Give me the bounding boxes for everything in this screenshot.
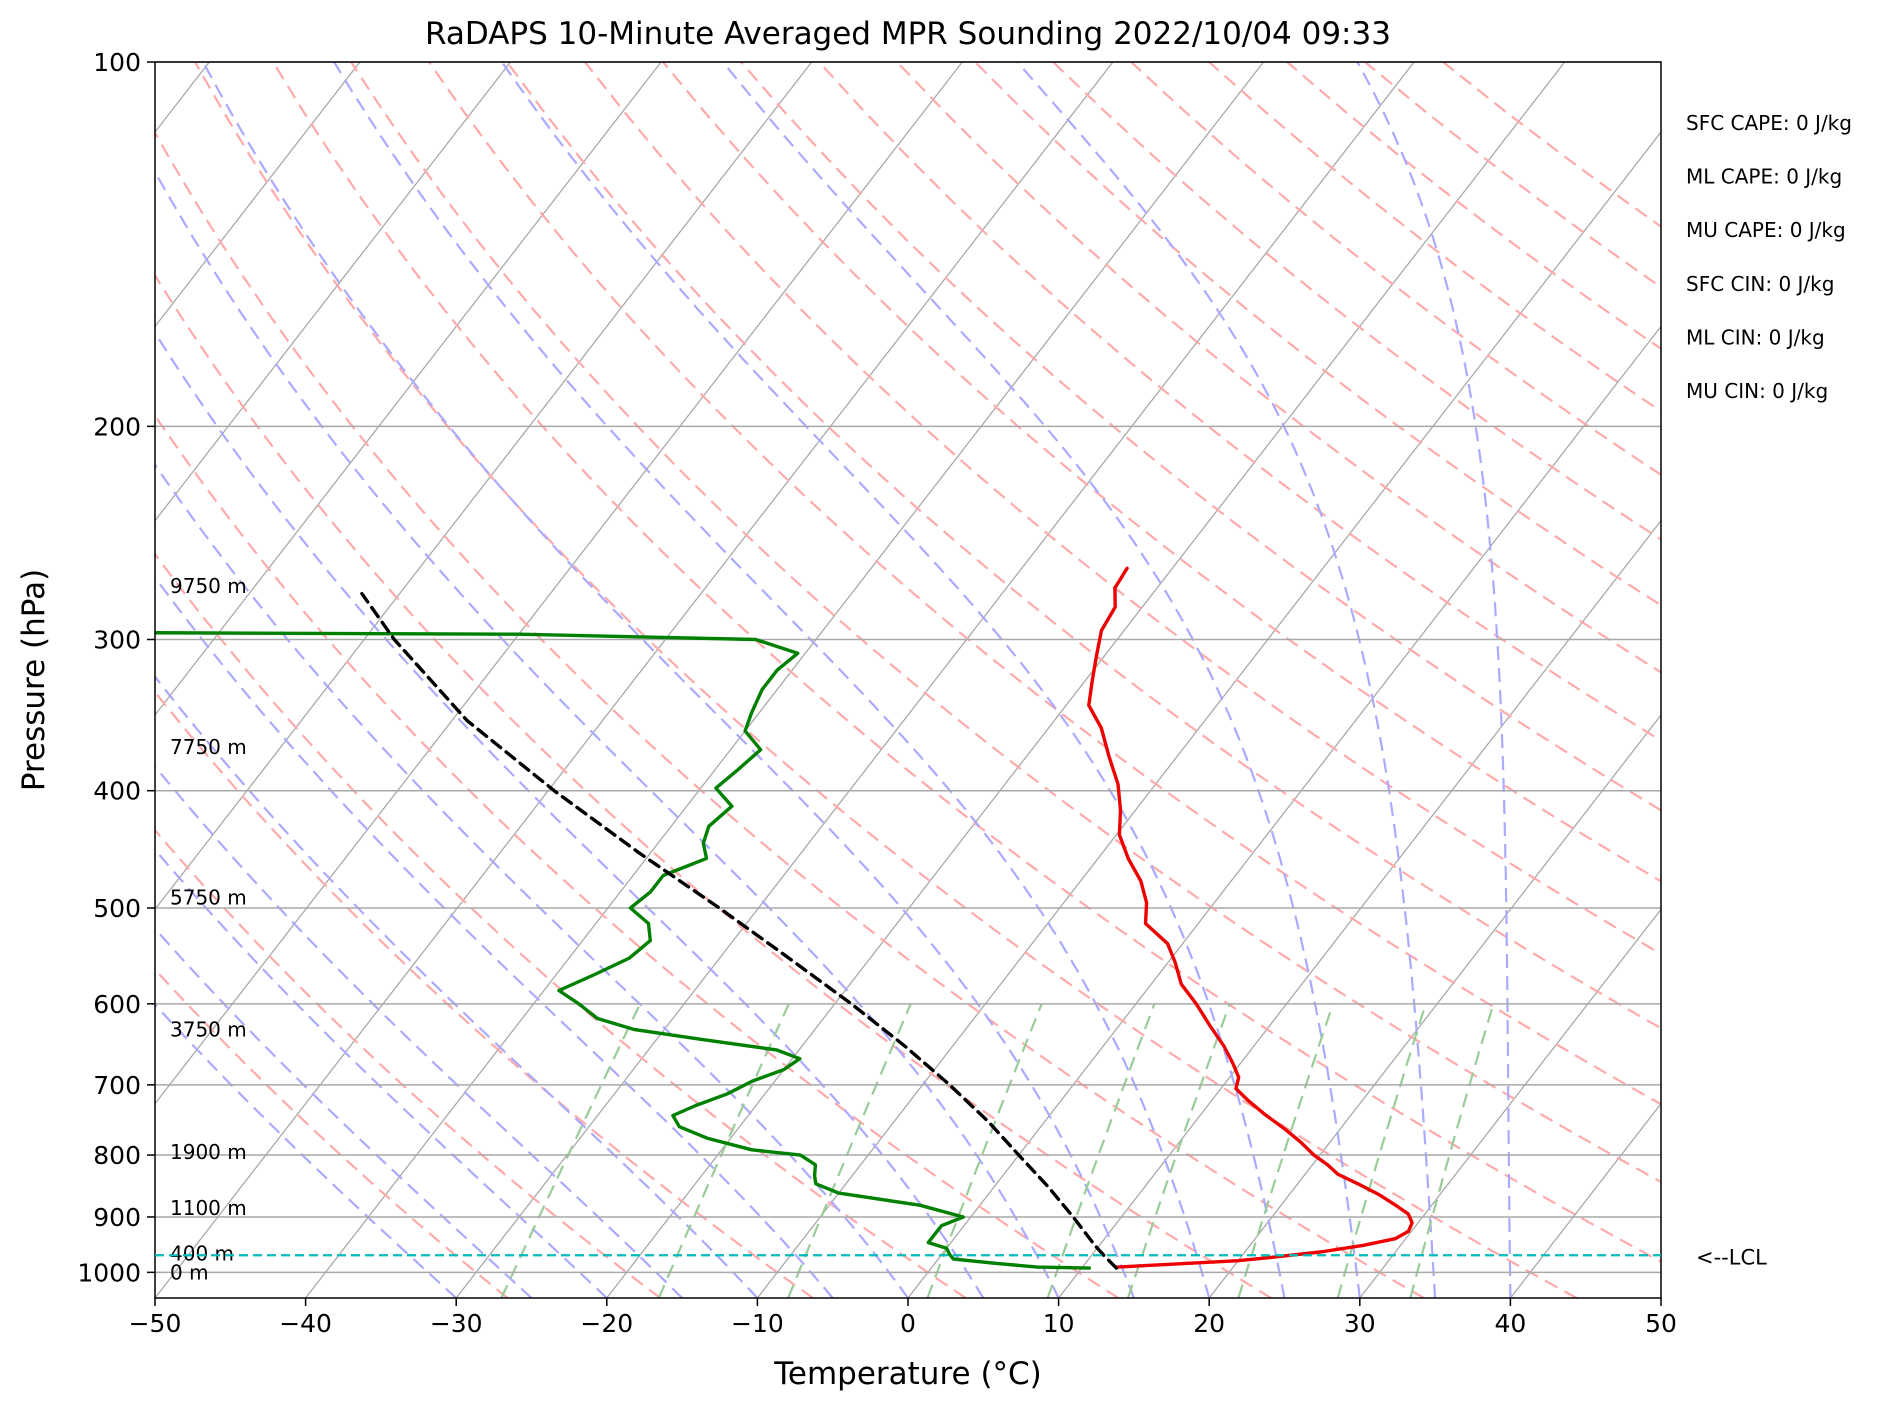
isotherm <box>1359 908 1661 1298</box>
y-tick-label: 400 <box>93 777 141 806</box>
mixing-ratio-line <box>1046 1003 1156 1298</box>
index-label: ML CAPE: 0 J/kg <box>1686 165 1842 189</box>
mixing-ratio-line <box>1237 1003 1335 1298</box>
mixing-ratio-line <box>500 1003 642 1298</box>
mixing-ratio-line <box>787 1003 912 1298</box>
x-tick-label: −50 <box>129 1309 182 1338</box>
x-tick-label: 20 <box>1193 1309 1225 1338</box>
y-tick-label: 600 <box>93 990 141 1019</box>
dry-adiabat <box>740 62 1661 812</box>
y-tick-label: 200 <box>93 412 141 441</box>
dry-adiabat <box>350 62 1661 1184</box>
y-axis: 100 200 300 400 500 600 700 800 900 1000 <box>77 48 155 1287</box>
isotherm <box>907 325 1661 1298</box>
isotherm <box>455 62 1415 1298</box>
dry-adiabat <box>155 130 1425 1298</box>
index-label: MU CAPE: 0 J/kg <box>1686 218 1846 242</box>
isotherm <box>606 62 1566 1298</box>
moist-adiabat <box>155 575 834 1298</box>
dry-adiabat <box>155 967 509 1298</box>
x-tick-label: −30 <box>430 1309 483 1338</box>
moist-adiabat <box>722 62 1361 1298</box>
dry-adiabat <box>428 62 1661 1106</box>
isotherm <box>1058 519 1661 1298</box>
dry-adiabat <box>506 62 1661 1030</box>
dry-adiabat <box>272 62 1661 1263</box>
x-tick-label: 50 <box>1645 1309 1677 1338</box>
y-tick-label: 800 <box>93 1141 141 1170</box>
series-temperature-line <box>1087 566 1414 1269</box>
height-label: 1900 m <box>170 1140 247 1164</box>
dry-adiabat <box>155 828 661 1298</box>
dry-adiabat <box>194 62 1578 1298</box>
isotherm <box>155 62 963 1105</box>
isotherm <box>155 62 813 911</box>
moist-adiabat <box>1356 62 1512 1298</box>
x-axis: −50 −40 −30 −20 −10 0 10 20 30 40 50 <box>129 1298 1677 1338</box>
mixing-ratio-line <box>1126 1003 1231 1298</box>
lcl-label: <--LCL <box>1696 1245 1767 1269</box>
index-label: SFC CIN: 0 J/kg <box>1686 272 1834 296</box>
y-axis-label: Pressure (hPa) <box>16 569 52 791</box>
moist-adiabat <box>202 62 1135 1298</box>
x-tick-label: 30 <box>1344 1309 1376 1338</box>
x-tick-label: −20 <box>580 1309 633 1338</box>
moist-adiabat <box>155 674 759 1298</box>
sounding-profiles <box>155 566 1414 1270</box>
dry-adiabat <box>818 62 1661 742</box>
y-tick-label: 1000 <box>77 1258 141 1287</box>
index-label: MU CIN: 0 J/kg <box>1686 379 1828 403</box>
height-label: 9750 m <box>170 574 247 598</box>
height-label: 5750 m <box>170 885 247 909</box>
index-label: SFC CAPE: 0 J/kg <box>1686 111 1852 135</box>
y-tick-label: 500 <box>93 894 141 923</box>
height-label: 0 m <box>170 1260 209 1284</box>
isotherm <box>155 62 512 522</box>
x-tick-label: −40 <box>279 1309 332 1338</box>
isotherm <box>155 62 662 717</box>
moist-adiabat <box>1016 62 1437 1298</box>
y-tick-label: 900 <box>93 1203 141 1232</box>
index-label: ML CIN: 0 J/kg <box>1686 325 1825 349</box>
moist-adiabat <box>333 62 1211 1298</box>
dry-adiabat <box>662 62 1661 883</box>
stability-indices: SFC CAPE: 0 J/kg ML CAPE: 0 J/kg MU CAPE: … <box>1686 111 1852 403</box>
moist-adiabat <box>155 462 909 1298</box>
dry-adiabat <box>155 273 1272 1298</box>
dry-adiabat <box>896 62 1661 674</box>
chart-title: RaDAPS 10-Minute Averaged MPR Sounding 2… <box>425 16 1391 52</box>
moist-adiabat <box>155 764 683 1298</box>
moist-adiabat <box>155 330 985 1298</box>
height-label: 3750 m <box>170 1017 247 1041</box>
x-tick-label: −10 <box>731 1309 784 1338</box>
moist-adiabat <box>155 169 1060 1298</box>
x-tick-label: 0 <box>900 1309 916 1338</box>
y-tick-label: 700 <box>93 1071 141 1100</box>
x-axis-label: Temperature (°C) <box>773 1356 1042 1392</box>
lcl-marker: <--LCL <box>155 1245 1767 1269</box>
height-label: 7750 m <box>170 735 247 759</box>
dry-adiabat <box>974 62 1661 607</box>
series-dewpoint-line <box>155 631 1091 1270</box>
mixing-ratio-line <box>1336 1003 1427 1298</box>
y-tick-label: 300 <box>93 625 141 654</box>
dry-adiabat <box>155 413 1120 1298</box>
x-tick-label: 10 <box>1043 1309 1075 1338</box>
y-tick-label: 100 <box>93 48 141 77</box>
height-label: 400 m <box>170 1242 234 1266</box>
height-label: 1100 m <box>170 1196 247 1220</box>
background-lines <box>155 62 1661 1298</box>
x-tick-label: 40 <box>1494 1309 1526 1338</box>
isotherm <box>1208 713 1661 1298</box>
series-parcel-line <box>360 592 1119 1270</box>
mixing-ratio-line <box>926 1003 1043 1298</box>
isotherm <box>155 62 361 328</box>
isotherm <box>155 62 1114 1298</box>
dry-adiabat <box>584 62 1661 956</box>
mixing-ratio-line <box>657 1003 790 1298</box>
